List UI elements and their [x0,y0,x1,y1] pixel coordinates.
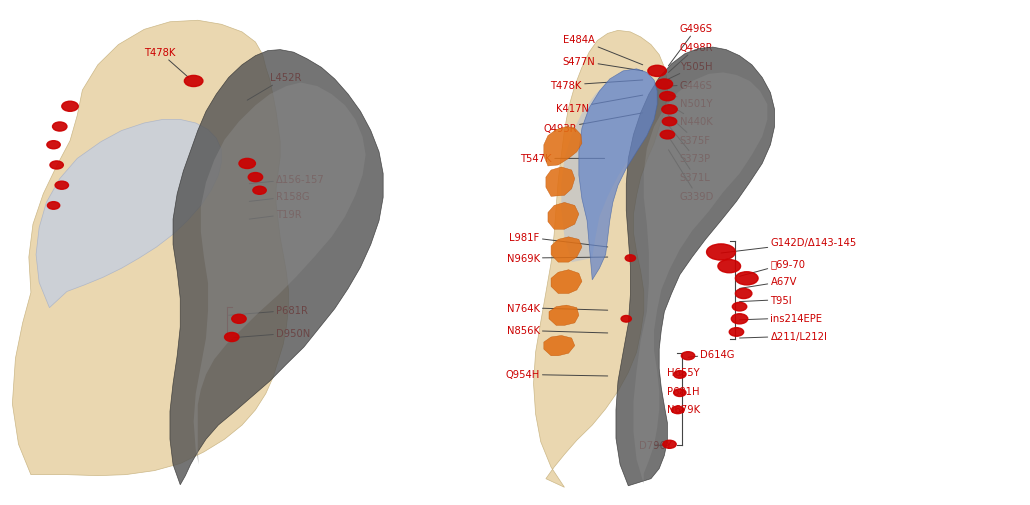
Text: Q498R: Q498R [668,43,714,73]
Ellipse shape [731,314,748,324]
Text: T478K: T478K [551,81,643,91]
Polygon shape [12,21,288,476]
Polygon shape [579,70,657,280]
Text: Δ156-157: Δ156-157 [249,174,324,184]
Polygon shape [548,203,579,230]
Ellipse shape [621,316,631,323]
Text: S371L: S371L [668,137,711,183]
Polygon shape [549,306,579,326]
Ellipse shape [239,159,255,169]
Ellipse shape [718,260,741,273]
Polygon shape [551,270,582,294]
Ellipse shape [184,76,203,87]
Ellipse shape [248,173,263,182]
Ellipse shape [62,102,78,112]
Ellipse shape [662,118,677,127]
Text: Y505H: Y505H [668,62,713,80]
Polygon shape [194,83,366,475]
Text: L452R: L452R [247,73,301,101]
Text: Q493R: Q493R [543,114,643,134]
Polygon shape [546,168,575,197]
Ellipse shape [660,131,675,140]
Text: K417N: K417N [556,96,643,114]
Text: S373P: S373P [668,126,711,164]
Ellipse shape [648,66,666,77]
Ellipse shape [661,106,678,115]
Polygon shape [544,336,575,356]
Ellipse shape [659,92,676,102]
Ellipse shape [225,333,239,342]
Ellipse shape [232,315,246,324]
Text: N969K: N969K [507,254,608,264]
Ellipse shape [674,371,686,379]
Polygon shape [544,127,582,167]
Polygon shape [551,237,582,263]
Ellipse shape [49,162,64,170]
Ellipse shape [672,406,684,414]
Text: T19R: T19R [249,210,302,220]
Ellipse shape [663,440,676,448]
Ellipse shape [625,256,636,262]
Text: P681H: P681H [667,386,700,396]
Ellipse shape [735,289,752,299]
Ellipse shape [253,187,266,195]
Text: S375F: S375F [668,116,711,146]
Text: A67V: A67V [740,277,797,289]
Polygon shape [534,31,667,487]
Text: ins214EPE: ins214EPE [740,313,822,323]
Ellipse shape [682,352,695,360]
Text: G446S: G446S [668,80,713,90]
Text: R158G: R158G [249,192,310,202]
Text: Q954H: Q954H [506,370,608,380]
Polygon shape [36,120,221,308]
Text: N440K: N440K [668,105,713,127]
Text: N856K: N856K [507,326,608,336]
Text: T478K: T478K [144,48,188,78]
Ellipse shape [707,244,735,261]
Text: ͩ69-70: ͩ69-70 [740,259,805,277]
Text: Δ211/L212I: Δ211/L212I [740,331,827,341]
Text: G339D: G339D [668,150,714,201]
Ellipse shape [735,272,758,285]
Ellipse shape [53,123,67,132]
Polygon shape [170,50,383,485]
Ellipse shape [46,141,60,149]
Text: D950N: D950N [229,328,310,338]
Text: D796Y: D796Y [639,440,672,450]
Text: P681R: P681R [229,306,308,316]
Ellipse shape [732,302,747,311]
Text: N764K: N764K [507,303,608,313]
Text: G496S: G496S [668,24,713,67]
Polygon shape [633,73,767,484]
Text: T547K: T547K [520,154,605,164]
Polygon shape [561,70,659,263]
Ellipse shape [729,328,744,336]
Ellipse shape [55,182,68,190]
Text: E484A: E484A [563,35,643,66]
Text: G142D/Δ143-145: G142D/Δ143-145 [721,237,857,254]
Text: D614G: D614G [688,349,734,360]
Text: H655Y: H655Y [667,368,700,378]
Ellipse shape [47,203,60,210]
Text: N501Y: N501Y [668,95,713,109]
Text: L981F: L981F [510,232,608,247]
Polygon shape [616,48,775,486]
Text: T95I: T95I [740,295,792,305]
Text: S477N: S477N [562,57,643,72]
Text: N679K: N679K [667,404,700,414]
Ellipse shape [674,389,686,397]
Ellipse shape [656,80,673,90]
